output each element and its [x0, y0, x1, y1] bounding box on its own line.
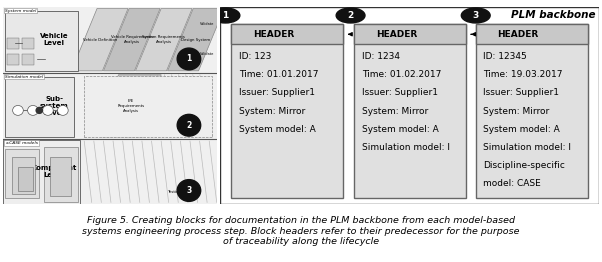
Text: 2: 2: [186, 121, 191, 130]
Bar: [355, 24, 466, 44]
Text: Issuer: Supplier1: Issuer: Supplier1: [362, 89, 438, 97]
Text: HEADER: HEADER: [253, 30, 294, 39]
Circle shape: [461, 8, 490, 23]
Bar: [3, 139, 217, 204]
Text: System: Mirror: System: Mirror: [238, 107, 305, 116]
Text: Simulation model: I: Simulation model: I: [483, 143, 571, 152]
Text: Testing: Testing: [167, 190, 181, 194]
Text: x-CASE models: x-CASE models: [5, 141, 38, 145]
Text: 3: 3: [473, 11, 479, 20]
Bar: [7, 54, 19, 65]
Text: Validate: Validate: [200, 22, 214, 26]
Bar: [231, 24, 343, 198]
Bar: [231, 24, 343, 44]
Bar: [476, 24, 588, 44]
Bar: [5, 10, 78, 71]
Text: Vehicle
Level: Vehicle Level: [40, 33, 69, 46]
Bar: [5, 149, 39, 198]
Text: ID: 123: ID: 123: [238, 52, 271, 61]
Text: Discipline-specific: Discipline-specific: [483, 161, 565, 170]
Bar: [84, 76, 213, 137]
Text: Component
Level: Component Level: [32, 165, 77, 178]
Text: PLM backbone: PLM backbone: [510, 9, 595, 19]
Bar: [3, 140, 80, 204]
Text: Design System: Design System: [181, 38, 211, 42]
Circle shape: [36, 107, 43, 113]
Circle shape: [43, 106, 53, 115]
Circle shape: [28, 106, 39, 115]
Text: System model: A: System model: A: [483, 125, 560, 134]
Text: Simulation model: Simulation model: [5, 75, 43, 79]
Circle shape: [58, 106, 68, 115]
Bar: [22, 54, 34, 65]
Text: 1: 1: [186, 54, 191, 63]
Bar: [43, 147, 78, 202]
Text: Issuer: Supplier1: Issuer: Supplier1: [238, 89, 315, 97]
Text: Validate: Validate: [200, 52, 214, 56]
Text: Simulation model: I: Simulation model: I: [362, 143, 450, 152]
Bar: [5, 77, 73, 137]
Text: HEADER: HEADER: [376, 30, 418, 39]
Polygon shape: [104, 9, 160, 71]
Circle shape: [336, 8, 365, 23]
Text: System model: System model: [5, 9, 37, 13]
Circle shape: [177, 114, 200, 136]
Bar: [3, 7, 217, 73]
Circle shape: [211, 8, 240, 23]
Bar: [355, 24, 466, 198]
Text: ID: 12345: ID: 12345: [483, 52, 527, 61]
Text: Sub-
system
Level: Sub- system Level: [40, 96, 69, 116]
Text: model: CASE: model: CASE: [483, 179, 541, 188]
Bar: [18, 167, 33, 190]
Text: System model: A: System model: A: [238, 125, 315, 134]
Polygon shape: [101, 75, 161, 137]
Circle shape: [177, 48, 200, 70]
Bar: [11, 157, 35, 194]
Text: Time: 19.03.2017: Time: 19.03.2017: [483, 70, 563, 79]
Polygon shape: [135, 9, 192, 71]
Polygon shape: [167, 9, 224, 71]
Text: E/E
Requirements
Analysis: E/E Requirements Analysis: [117, 99, 145, 113]
Polygon shape: [72, 9, 128, 71]
Bar: [3, 73, 217, 139]
Circle shape: [13, 106, 23, 115]
Text: 2: 2: [347, 11, 354, 20]
Bar: [50, 157, 72, 196]
Text: HEADER: HEADER: [498, 30, 539, 39]
Text: Time: 01.02.2017: Time: 01.02.2017: [362, 70, 441, 79]
Text: 3: 3: [186, 186, 191, 195]
Bar: [22, 38, 34, 49]
Circle shape: [177, 180, 200, 201]
Text: System: Mirror: System: Mirror: [483, 107, 550, 116]
Text: Vehicle Requirements
Analysis: Vehicle Requirements Analysis: [111, 35, 153, 44]
Text: Time: 01.01.2017: Time: 01.01.2017: [238, 70, 318, 79]
Text: Figure 5. Creating blocks for documentation in the PLM backbone from each model-: Figure 5. Creating blocks for documentat…: [82, 216, 520, 246]
Text: Issuer: Supplier1: Issuer: Supplier1: [483, 89, 559, 97]
Bar: [7, 38, 19, 49]
Text: System model: A: System model: A: [362, 125, 439, 134]
Text: 1: 1: [222, 11, 229, 20]
Text: System: Mirror: System: Mirror: [362, 107, 428, 116]
Text: System Requirements
Analysis: System Requirements Analysis: [143, 35, 185, 44]
Text: ID: 1234: ID: 1234: [362, 52, 400, 61]
Text: Vehicle Definition: Vehicle Definition: [82, 38, 117, 42]
Bar: [476, 24, 588, 198]
